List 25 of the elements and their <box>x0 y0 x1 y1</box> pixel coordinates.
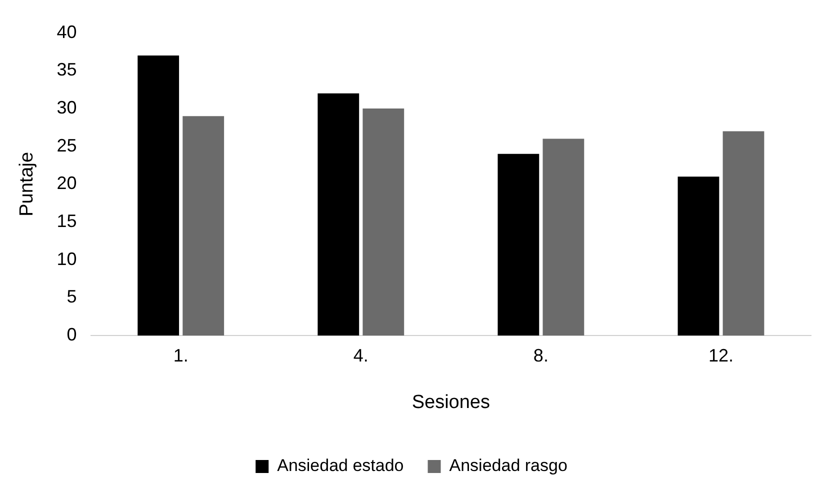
y-tick-label: 15 <box>56 211 77 232</box>
y-tick-label: 40 <box>56 22 77 42</box>
bar <box>498 154 540 336</box>
bar <box>182 116 224 336</box>
legend-label: Ansiedad rasgo <box>449 456 568 476</box>
y-tick-label: 25 <box>56 135 77 156</box>
x-tick-label: 12. <box>708 345 734 366</box>
bar <box>678 176 720 336</box>
y-axis-title: Puntaje <box>16 152 38 216</box>
y-tick-label: 5 <box>66 286 77 307</box>
x-axis-title: Sesiones <box>412 392 490 413</box>
y-tick-label: 35 <box>56 60 77 80</box>
y-tick-label: 30 <box>56 97 77 118</box>
bar <box>138 56 180 336</box>
bar <box>542 138 584 336</box>
bar <box>722 131 764 336</box>
bar <box>318 93 360 336</box>
y-tick-label: 0 <box>66 324 77 345</box>
y-tick-label: 20 <box>56 173 77 194</box>
x-tick-label: 1. <box>173 345 188 366</box>
x-tick-label: 8. <box>533 345 548 366</box>
y-tick-label: 10 <box>56 248 77 269</box>
bar <box>362 108 404 336</box>
x-tick-label: 4. <box>353 345 368 366</box>
legend-label: Ansiedad estado <box>277 456 404 476</box>
